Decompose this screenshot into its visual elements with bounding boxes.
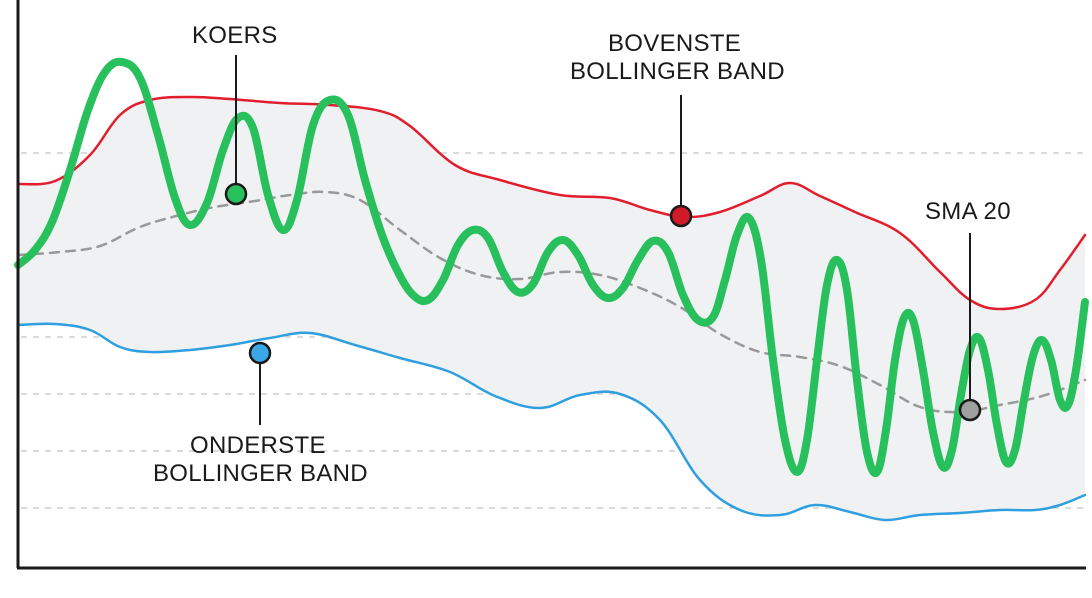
- label-koers: KOERS: [192, 22, 278, 50]
- label-upper-2: BOLLINGER BAND: [570, 58, 785, 86]
- chart-svg: [0, 0, 1092, 598]
- label-lower-1: ONDERSTE: [190, 432, 326, 460]
- label-upper-1: BOVENSTE: [608, 30, 741, 58]
- label-lower-2: BOLLINGER BAND: [153, 460, 368, 488]
- bollinger-chart: KOERS BOVENSTE BOLLINGER BAND ONDERSTE B…: [0, 0, 1092, 598]
- label-sma: SMA 20: [925, 198, 1011, 226]
